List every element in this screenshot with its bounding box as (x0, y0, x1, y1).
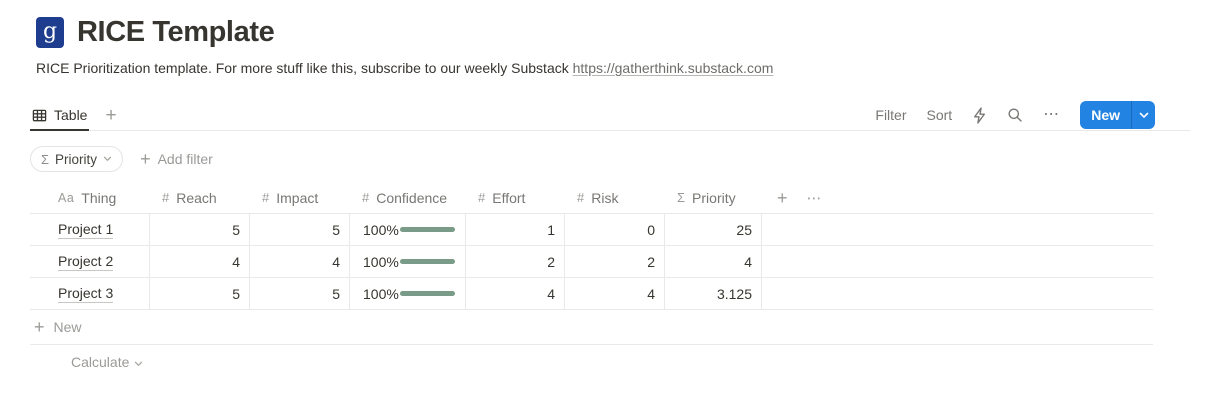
cell-empty (762, 246, 1153, 277)
column-header-impact[interactable]: # Impact (262, 189, 319, 206)
cell-thing[interactable]: Project 2 (30, 246, 149, 277)
table-row-project-1: Project 1 5 5 100% 1 0 25 (30, 214, 1153, 246)
cell-impact[interactable]: 5 (249, 278, 349, 309)
cell-impact[interactable]: 5 (249, 214, 349, 245)
new-row-button[interactable]: + New (30, 310, 1153, 345)
more-options-icon[interactable]: ⋯ (1043, 106, 1061, 123)
column-header-confidence[interactable]: # Confidence (362, 189, 448, 206)
lightning-icon[interactable] (972, 106, 987, 124)
add-filter-label: Add filter (157, 151, 213, 167)
cell-effort[interactable]: 4 (465, 278, 564, 309)
priority-chip-label: Priority (55, 151, 98, 167)
cell-thing[interactable]: Project 3 (30, 278, 149, 309)
cell-priority[interactable]: 4 (664, 246, 762, 277)
add-view-button[interactable]: + (105, 104, 117, 126)
table-view-icon (32, 108, 47, 123)
text-property-icon: Aa (58, 190, 75, 205)
chevron-down-icon (103, 156, 112, 162)
column-header-reach[interactable]: # Reach (162, 189, 217, 206)
page-link[interactable]: Project 2 (58, 252, 114, 271)
confidence-progress-bar (400, 259, 455, 264)
cell-priority[interactable]: 3.125 (664, 278, 762, 309)
tab-table-label: Table (54, 107, 88, 123)
filter-bar: Σ Priority + Add filter (30, 146, 1210, 172)
column-header-thing[interactable]: Aa Thing (58, 189, 117, 206)
table-row-project-2: Project 2 4 4 100% 2 2 4 (30, 246, 1153, 278)
cell-effort[interactable]: 1 (465, 214, 564, 245)
calculate-dropdown[interactable]: Calculate (30, 345, 1153, 379)
cell-risk[interactable]: 2 (564, 246, 664, 277)
cell-reach[interactable]: 4 (149, 246, 249, 277)
new-button-dropdown[interactable] (1131, 101, 1155, 129)
rice-table: Aa Thing # Reach # Impact # Confidence #… (30, 182, 1153, 379)
substack-link[interactable]: https://gatherthink.substack.com (572, 60, 774, 76)
column-header-priority[interactable]: Σ Priority (677, 189, 736, 206)
confidence-progress-bar (400, 227, 455, 232)
cell-confidence[interactable]: 100% (349, 278, 465, 309)
tab-table[interactable]: Table (30, 100, 89, 131)
number-property-icon: # (362, 190, 370, 205)
cell-empty (762, 278, 1153, 309)
formula-property-icon: Σ (677, 190, 686, 205)
page-title: RICE Template (77, 16, 275, 48)
plus-icon: + (34, 317, 45, 337)
number-property-icon: # (478, 190, 486, 205)
sort-button[interactable]: Sort (926, 107, 953, 123)
number-property-icon: # (577, 190, 585, 205)
sum-icon: Σ (41, 151, 50, 167)
page-icon[interactable]: g (36, 17, 64, 48)
cell-priority[interactable]: 25 (664, 214, 762, 245)
cell-reach[interactable]: 5 (149, 214, 249, 245)
new-button-label[interactable]: New (1091, 107, 1120, 123)
cell-confidence[interactable]: 100% (349, 214, 465, 245)
page-header: g RICE Template RICE Prioritization temp… (0, 0, 1210, 76)
cell-thing[interactable]: Project 1 (30, 214, 149, 245)
column-options-icon[interactable]: ⋯ (806, 189, 823, 207)
confidence-progress-bar (400, 291, 455, 296)
number-property-icon: # (162, 190, 170, 205)
cell-effort[interactable]: 2 (465, 246, 564, 277)
calculate-label: Calculate (71, 354, 130, 370)
new-row-label: New (53, 319, 82, 335)
cell-confidence[interactable]: 100% (349, 246, 465, 277)
page-link[interactable]: Project 3 (58, 284, 114, 303)
search-icon[interactable] (1007, 107, 1023, 123)
cell-risk[interactable]: 4 (564, 278, 664, 309)
priority-filter-chip[interactable]: Σ Priority (30, 146, 124, 172)
description-text: RICE Prioritization template. For more s… (36, 60, 569, 76)
cell-risk[interactable]: 0 (564, 214, 664, 245)
table-row-project-3: Project 3 5 5 100% 4 4 3.125 (30, 278, 1153, 310)
column-header-risk[interactable]: # Risk (577, 189, 619, 206)
add-column-button[interactable]: + (777, 187, 788, 208)
column-header-effort[interactable]: # Effort (478, 189, 526, 206)
cell-impact[interactable]: 4 (249, 246, 349, 277)
table-header-row: Aa Thing # Reach # Impact # Confidence #… (30, 182, 1153, 214)
plus-icon: + (140, 149, 151, 169)
new-button[interactable]: New (1080, 101, 1155, 129)
page-link[interactable]: Project 1 (58, 220, 114, 239)
page-description: RICE Prioritization template. For more s… (36, 60, 1210, 76)
view-toolbar: Table + Filter Sort ⋯ New (30, 100, 1190, 131)
filter-button[interactable]: Filter (875, 107, 907, 123)
cell-reach[interactable]: 5 (149, 278, 249, 309)
chevron-down-icon (134, 354, 143, 370)
cell-empty (762, 214, 1153, 245)
number-property-icon: # (262, 190, 270, 205)
add-filter-button[interactable]: + Add filter (140, 150, 213, 168)
